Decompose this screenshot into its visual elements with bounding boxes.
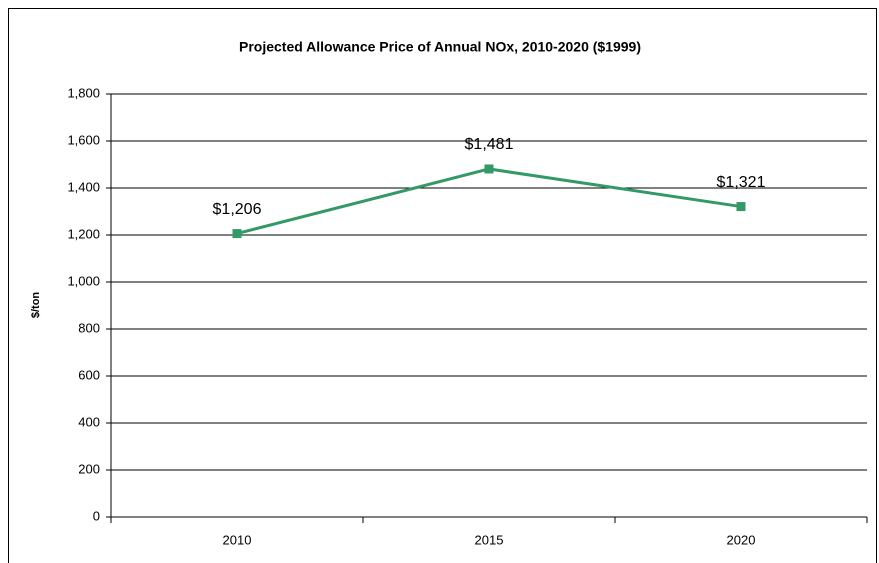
data-label: $1,481 xyxy=(465,136,514,153)
data-label: $1,321 xyxy=(717,174,766,191)
point-marker xyxy=(232,229,242,239)
y-tick-label: 1,600 xyxy=(67,132,100,147)
chart-frame xyxy=(8,8,877,563)
y-tick-label: 0 xyxy=(93,508,100,523)
x-tick-label: 2020 xyxy=(727,532,756,547)
x-tick-label: 2010 xyxy=(223,532,252,547)
point-marker xyxy=(484,164,494,174)
data-label: $1,206 xyxy=(213,201,262,218)
y-tick-label: 1,200 xyxy=(67,226,100,241)
chart-title: Projected Allowance Price of Annual NOx,… xyxy=(239,39,641,55)
y-tick-label: 1,800 xyxy=(67,85,100,100)
y-tick-label: 1,000 xyxy=(67,273,100,288)
y-tick-label: 200 xyxy=(78,461,100,476)
x-tick-label: 2015 xyxy=(475,532,504,547)
y-tick-label: 400 xyxy=(78,414,100,429)
y-axis-label: $/ton xyxy=(30,292,42,319)
y-tick-label: 1,400 xyxy=(67,179,100,194)
series-line xyxy=(236,167,742,236)
y-tick-label: 800 xyxy=(78,320,100,335)
point-marker xyxy=(736,202,746,212)
y-tick-label: 600 xyxy=(78,367,100,382)
